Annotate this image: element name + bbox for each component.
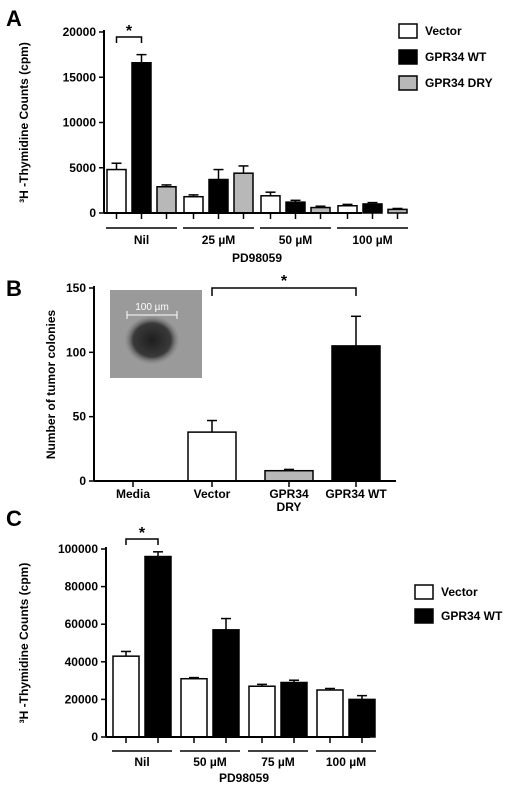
legend-swatch	[414, 608, 434, 624]
y-tick-label: 5000	[69, 161, 96, 175]
bar	[233, 172, 254, 214]
bar	[106, 168, 127, 214]
x-axis-title: PD98059	[232, 251, 282, 265]
legend-label: Vector	[441, 585, 478, 599]
bar	[144, 555, 172, 738]
bar	[337, 205, 358, 214]
x-category-label: 100 µM	[326, 755, 366, 769]
x-category-label: 25 µM	[202, 233, 236, 247]
x-category-label: DRY	[277, 500, 302, 514]
bar	[187, 431, 237, 482]
x-category-label: Vector	[194, 487, 231, 501]
legend-label: GPR34 WT	[441, 609, 503, 623]
x-category-label: Nil	[134, 755, 149, 769]
tumor-colony	[125, 316, 179, 364]
bar	[280, 681, 308, 738]
legend-swatch	[414, 584, 434, 600]
x-category-label: GPR34	[269, 487, 309, 501]
significance-bracket	[211, 287, 357, 296]
bar	[180, 677, 208, 738]
y-tick-label: 0	[91, 730, 98, 744]
y-axis-title: ³H -Thymidine Counts (cpm)	[17, 563, 31, 724]
y-tick-label: 100	[66, 345, 86, 359]
y-axis-title: Number of tumor colonies	[44, 310, 58, 460]
x-category-label: Media	[116, 487, 150, 501]
chart-a: ³H -Thymidine Counts (cpm) 0 5000 10000 1500…	[17, 23, 493, 265]
bar	[362, 203, 383, 214]
bar	[331, 345, 381, 482]
y-tick-label: 20000	[65, 692, 99, 706]
bar	[212, 629, 240, 738]
x-category-label: 100 µM	[352, 233, 392, 247]
bar	[208, 178, 229, 214]
legend-swatch	[398, 49, 418, 65]
chart-c: ³H -Thymidine Counts (cpm) 0 20000 40000 600…	[17, 525, 503, 785]
bar	[156, 186, 177, 214]
bar	[264, 469, 314, 482]
chart-b: Number of tumor colonies 0 50 100 150 Media Ve…	[44, 273, 396, 514]
y-axis-title: ³H -Thymidine Counts (cpm)	[17, 42, 31, 203]
y-tick-label: 100000	[58, 542, 98, 556]
significance-star: *	[126, 23, 133, 40]
x-category-label: Nil	[134, 233, 149, 247]
bar	[112, 655, 140, 738]
legend-swatch	[398, 23, 418, 39]
bar	[248, 685, 276, 738]
bar	[316, 689, 344, 738]
significance-bracket	[115, 36, 143, 43]
y-tick-label: 15000	[63, 70, 97, 84]
y-tick-label: 10000	[63, 116, 97, 130]
x-category-label: GPR34 WT	[325, 487, 387, 501]
bar	[260, 195, 281, 214]
legend-label: Vector	[425, 24, 462, 38]
x-category-label: 75 µM	[261, 755, 295, 769]
y-tick-label: 20000	[63, 25, 97, 39]
scale-bar-label: 100 µm	[135, 302, 169, 313]
y-tick-label: 150	[66, 281, 86, 295]
legend-swatch	[398, 75, 418, 91]
panel-letter-b: B	[6, 276, 22, 301]
y-tick-label: 0	[89, 206, 96, 220]
bar	[348, 698, 376, 738]
bar	[131, 62, 152, 214]
legend-label: GPR34 WT	[425, 50, 487, 64]
y-tick-label: 50	[73, 410, 87, 424]
y-tick-label: 80000	[65, 580, 99, 594]
panel-letter-c: C	[6, 506, 22, 531]
x-category-label: 50 µM	[279, 233, 313, 247]
panel-letter-a: A	[6, 6, 22, 31]
bar	[387, 208, 408, 214]
y-tick-label: 0	[79, 474, 86, 488]
y-tick-label: 60000	[65, 617, 99, 631]
significance-bracket	[125, 538, 159, 545]
significance-star: *	[139, 525, 146, 542]
significance-star: *	[281, 273, 288, 290]
legend-label: GPR34 DRY	[425, 76, 493, 90]
bar	[285, 201, 306, 214]
y-tick-label: 40000	[65, 655, 99, 669]
x-category-label: 50 µM	[193, 755, 227, 769]
bar	[183, 195, 204, 214]
x-axis-title: PD98059	[219, 771, 269, 785]
